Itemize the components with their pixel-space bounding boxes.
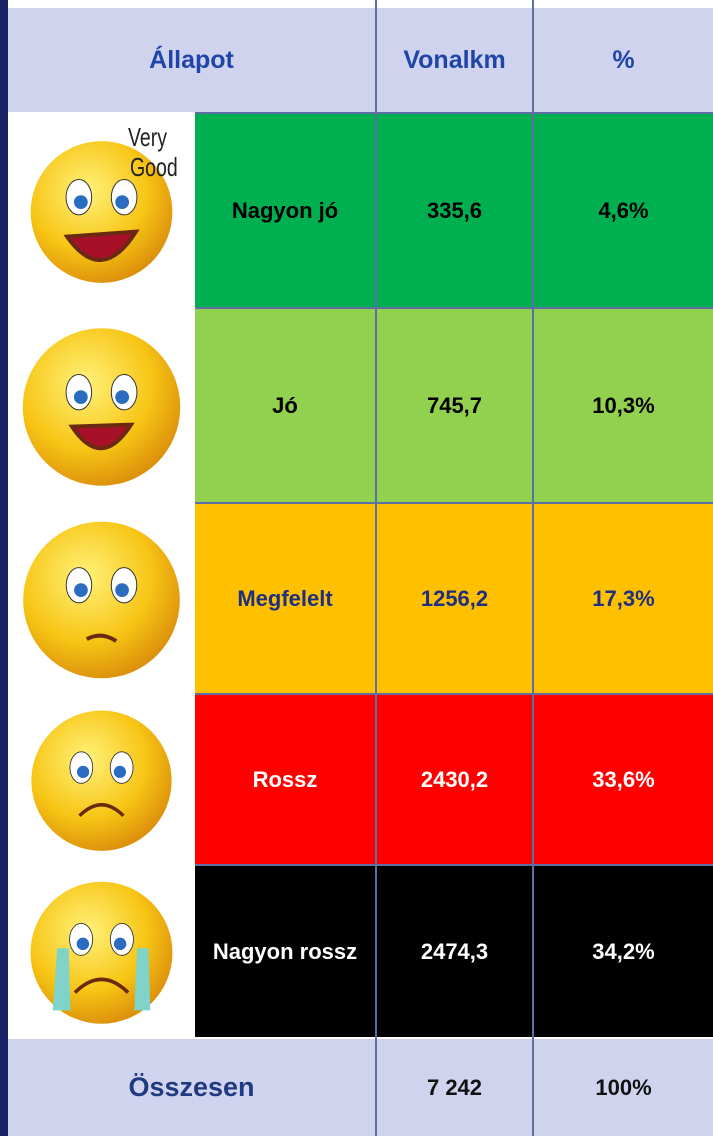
total-cell: 100% xyxy=(534,1039,713,1136)
emoji-image xyxy=(8,307,195,502)
table-cell: Nagyon jó xyxy=(195,112,375,307)
table-cell: Nagyon rossz xyxy=(195,864,375,1037)
emoji-image xyxy=(8,864,195,1037)
header-cell: % xyxy=(534,8,713,112)
total-cell: 7 242 xyxy=(377,1039,532,1136)
table-cell: 1256,2 xyxy=(375,502,532,693)
table-cell: Jó xyxy=(195,307,375,502)
table-cell: 34,2% xyxy=(532,864,713,1037)
table-cell: 4,6% xyxy=(532,112,713,307)
table-cell: Megfelelt xyxy=(195,502,375,693)
side-stripe xyxy=(0,0,8,1136)
table-cell: 335,6 xyxy=(375,112,532,307)
divider xyxy=(532,1037,534,1136)
header-cell: Vonalkm xyxy=(377,8,532,112)
emoji-image: Very Good xyxy=(8,112,195,307)
divider xyxy=(375,0,377,112)
image-text: Good xyxy=(130,152,178,182)
divider xyxy=(375,1037,377,1136)
divider xyxy=(532,0,534,112)
table-cell: 2430,2 xyxy=(375,693,532,864)
table-cell: 745,7 xyxy=(375,307,532,502)
table-cell: Rossz xyxy=(195,693,375,864)
header-cell: Állapot xyxy=(8,8,375,112)
table-cell: 33,6% xyxy=(532,693,713,864)
table-cell: 10,3% xyxy=(532,307,713,502)
table-cell: 2474,3 xyxy=(375,864,532,1037)
emoji-image xyxy=(8,502,195,693)
table-cell: 17,3% xyxy=(532,502,713,693)
total-cell: Összesen xyxy=(8,1039,375,1136)
emoji-image xyxy=(8,693,195,864)
image-text: Very xyxy=(128,122,168,152)
